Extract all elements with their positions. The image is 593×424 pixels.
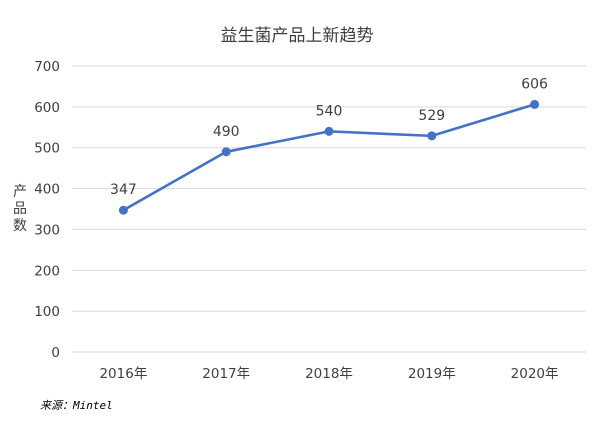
y-tick-label: 100 xyxy=(34,304,60,320)
y-axis-label-char: 数 xyxy=(13,218,27,234)
data-point xyxy=(118,205,128,215)
y-axis-ticks: 0 100 200 300 400 500 600 700 xyxy=(34,59,60,361)
x-axis-ticks: 2016年 2017年 2018年 2019年 2020年 xyxy=(99,366,558,382)
y-axis-label: 产品数 xyxy=(13,184,27,234)
y-axis-label-char: 产 xyxy=(13,184,27,200)
data-label: 529 xyxy=(418,108,445,124)
data-point xyxy=(221,147,231,157)
y-tick-label: 400 xyxy=(34,182,60,198)
data-label: 540 xyxy=(316,103,343,119)
data-label: 490 xyxy=(213,124,240,140)
x-tick-label: 2016年 xyxy=(99,366,147,382)
x-tick-label: 2017年 xyxy=(202,366,250,382)
x-tick-label: 2020年 xyxy=(511,366,559,382)
source-note: 来源：Mintel xyxy=(40,399,113,412)
series-group xyxy=(118,99,540,215)
series-line xyxy=(122,103,535,212)
y-tick-label: 500 xyxy=(34,141,60,157)
data-point xyxy=(427,131,437,141)
y-tick-label: 0 xyxy=(51,345,60,361)
data-label: 347 xyxy=(110,182,137,198)
y-tick-label: 600 xyxy=(34,100,60,116)
y-tick-label: 700 xyxy=(34,59,60,75)
chart-title: 益生菌产品上新趋势 xyxy=(221,26,374,46)
data-label: 606 xyxy=(521,76,548,92)
y-axis-label-char: 品 xyxy=(13,201,27,217)
data-point xyxy=(324,126,334,136)
data-labels: 347 490 540 529 606 xyxy=(110,76,548,198)
y-tick-label: 300 xyxy=(34,222,60,238)
x-tick-label: 2019年 xyxy=(408,366,456,382)
data-point xyxy=(530,99,540,109)
y-tick-label: 200 xyxy=(34,263,60,279)
x-tick-label: 2018年 xyxy=(305,366,353,382)
gridlines xyxy=(72,65,586,353)
